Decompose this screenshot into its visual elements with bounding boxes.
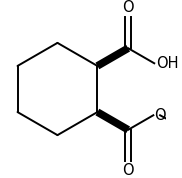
Text: O: O	[122, 0, 134, 15]
Text: O: O	[154, 108, 166, 123]
Text: OH: OH	[156, 56, 178, 71]
Text: O: O	[122, 163, 134, 178]
